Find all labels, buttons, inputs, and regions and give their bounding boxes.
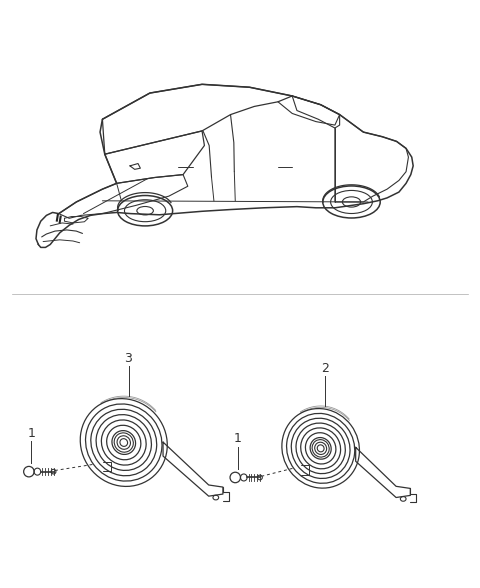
Text: 2: 2 bbox=[322, 362, 329, 375]
Text: 1: 1 bbox=[27, 427, 35, 440]
Text: 1: 1 bbox=[234, 432, 241, 446]
Text: 3: 3 bbox=[125, 352, 132, 365]
